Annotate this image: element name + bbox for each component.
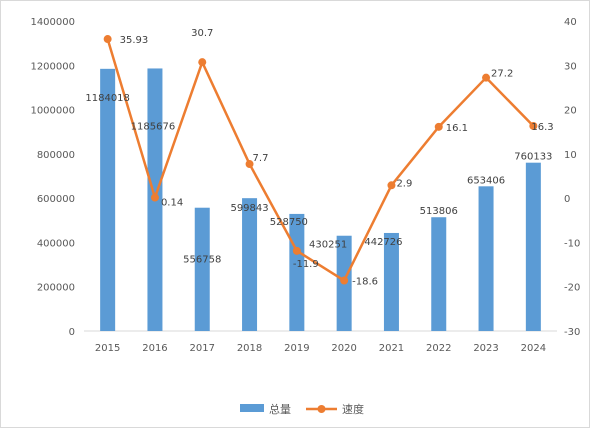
- bar: [100, 68, 116, 331]
- bar: [383, 232, 399, 331]
- right-axis-tick-label: -10: [564, 238, 580, 249]
- bar-data-label: 760133: [514, 152, 552, 163]
- bar-data-label: 513806: [420, 206, 458, 217]
- right-axis-tick-label: 10: [564, 150, 577, 161]
- right-axis-tick-label: 0: [564, 194, 570, 205]
- right-axis-tick-label: 40: [564, 17, 577, 28]
- x-axis-tick-label: 2023: [473, 343, 498, 354]
- line-point: [245, 160, 254, 169]
- line-data-label: 16.3: [531, 122, 553, 133]
- line-point: [340, 276, 349, 285]
- right-axis-tick-label: 30: [564, 61, 577, 72]
- x-axis-tick-label: 2024: [521, 343, 546, 354]
- bar-data-label: 1185676: [131, 121, 176, 132]
- line-data-label: 16.1: [446, 123, 468, 134]
- x-axis-tick-label: 2019: [284, 343, 309, 354]
- left-axis-tick-label: 600000: [37, 194, 75, 205]
- line-data-label: -18.6: [352, 277, 378, 288]
- bar-data-label: 599843: [230, 203, 268, 214]
- left-axis-tick-label: 800000: [37, 150, 75, 161]
- line-point: [150, 193, 159, 202]
- line-data-label: -11.9: [293, 259, 319, 270]
- left-axis-tick-label: 1200000: [30, 61, 75, 72]
- line-point: [292, 246, 301, 255]
- bar-data-label: 653406: [467, 175, 505, 186]
- speed-line: [106, 38, 535, 282]
- line-data-label: 35.93: [120, 35, 149, 46]
- line-point: [198, 58, 207, 67]
- legend-label-speed: 速度: [342, 402, 364, 416]
- right-axis-tick-label: -30: [564, 327, 580, 338]
- line-point: [482, 73, 491, 82]
- bar: [194, 207, 210, 331]
- x-axis-tick-label: 2021: [379, 343, 404, 354]
- x-axis-tick-label: 2022: [426, 343, 451, 354]
- line-data-label: 2.9: [396, 178, 412, 189]
- line-point: [387, 181, 396, 190]
- left-axis-tick-label: 400000: [37, 238, 75, 249]
- bar: [478, 186, 494, 331]
- bar: [242, 198, 258, 331]
- bar-data-label: 1184018: [85, 93, 130, 104]
- bar-data-label: 556758: [183, 255, 221, 266]
- left-axis-tick-label: 0: [69, 327, 75, 338]
- bar: [289, 213, 305, 331]
- left-axis-tick-label: 1000000: [30, 106, 75, 117]
- x-axis-tick-label: 2015: [95, 343, 120, 354]
- legend-swatch-marker: [317, 405, 326, 413]
- x-axis-tick-label: 2018: [237, 343, 262, 354]
- line-data-label: 27.2: [491, 69, 513, 80]
- right-axis-tick-label: -20: [564, 283, 580, 294]
- left-axis-tick-label: 1400000: [30, 17, 75, 28]
- x-axis-tick-label: 2017: [190, 343, 215, 354]
- bar-data-label: 442726: [364, 237, 402, 248]
- line-data-label: 0.14: [161, 198, 183, 209]
- line-data-label: 7.7: [253, 153, 269, 164]
- bar-data-label: 528750: [270, 217, 308, 228]
- x-axis-tick-label: 2020: [331, 343, 356, 354]
- bar-data-label: 430251: [309, 240, 347, 251]
- line-point: [434, 122, 443, 131]
- left-axis-tick-label: 200000: [37, 283, 75, 294]
- right-axis-tick-label: 20: [564, 106, 577, 117]
- line-point: [103, 35, 112, 44]
- legend-label-total: 总量: [269, 402, 291, 416]
- legend-swatch-bar: [240, 404, 264, 412]
- bar: [431, 217, 447, 331]
- line-point: [529, 121, 538, 130]
- x-axis-tick-label: 2016: [142, 343, 167, 354]
- line-data-label: 30.7: [191, 28, 213, 39]
- bar: [525, 162, 541, 331]
